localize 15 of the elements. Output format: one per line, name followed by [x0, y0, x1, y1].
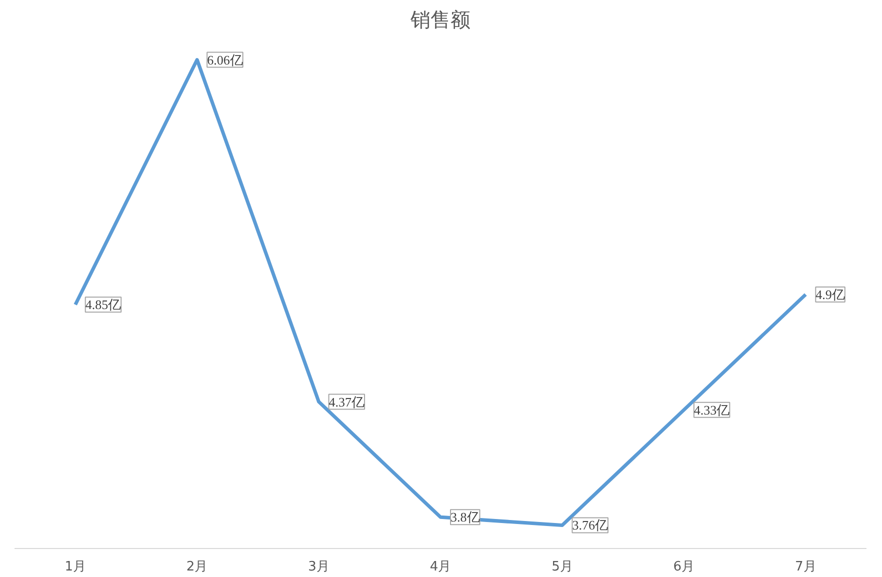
x-tick-label: 7月 [795, 560, 816, 574]
data-label: 6.06亿 [207, 52, 243, 68]
data-label: 4.9亿 [816, 287, 845, 302]
chart-title: 销售额 [410, 8, 470, 32]
x-tick-label: 3月 [308, 560, 330, 574]
x-tick-label: 6月 [673, 560, 695, 574]
x-tick-label: 4月 [430, 560, 452, 574]
data-label: 3.76亿 [572, 518, 608, 533]
data-label: 4.33亿 [694, 402, 730, 418]
data-label: 4.85亿 [85, 297, 122, 312]
data-label: 3.8亿 [450, 510, 480, 525]
x-tick-label: 2月 [186, 560, 208, 574]
x-tick-label: 1月 [64, 560, 86, 574]
data-label: 4.37亿 [328, 394, 365, 410]
x-tick-label: 5月 [552, 560, 573, 574]
